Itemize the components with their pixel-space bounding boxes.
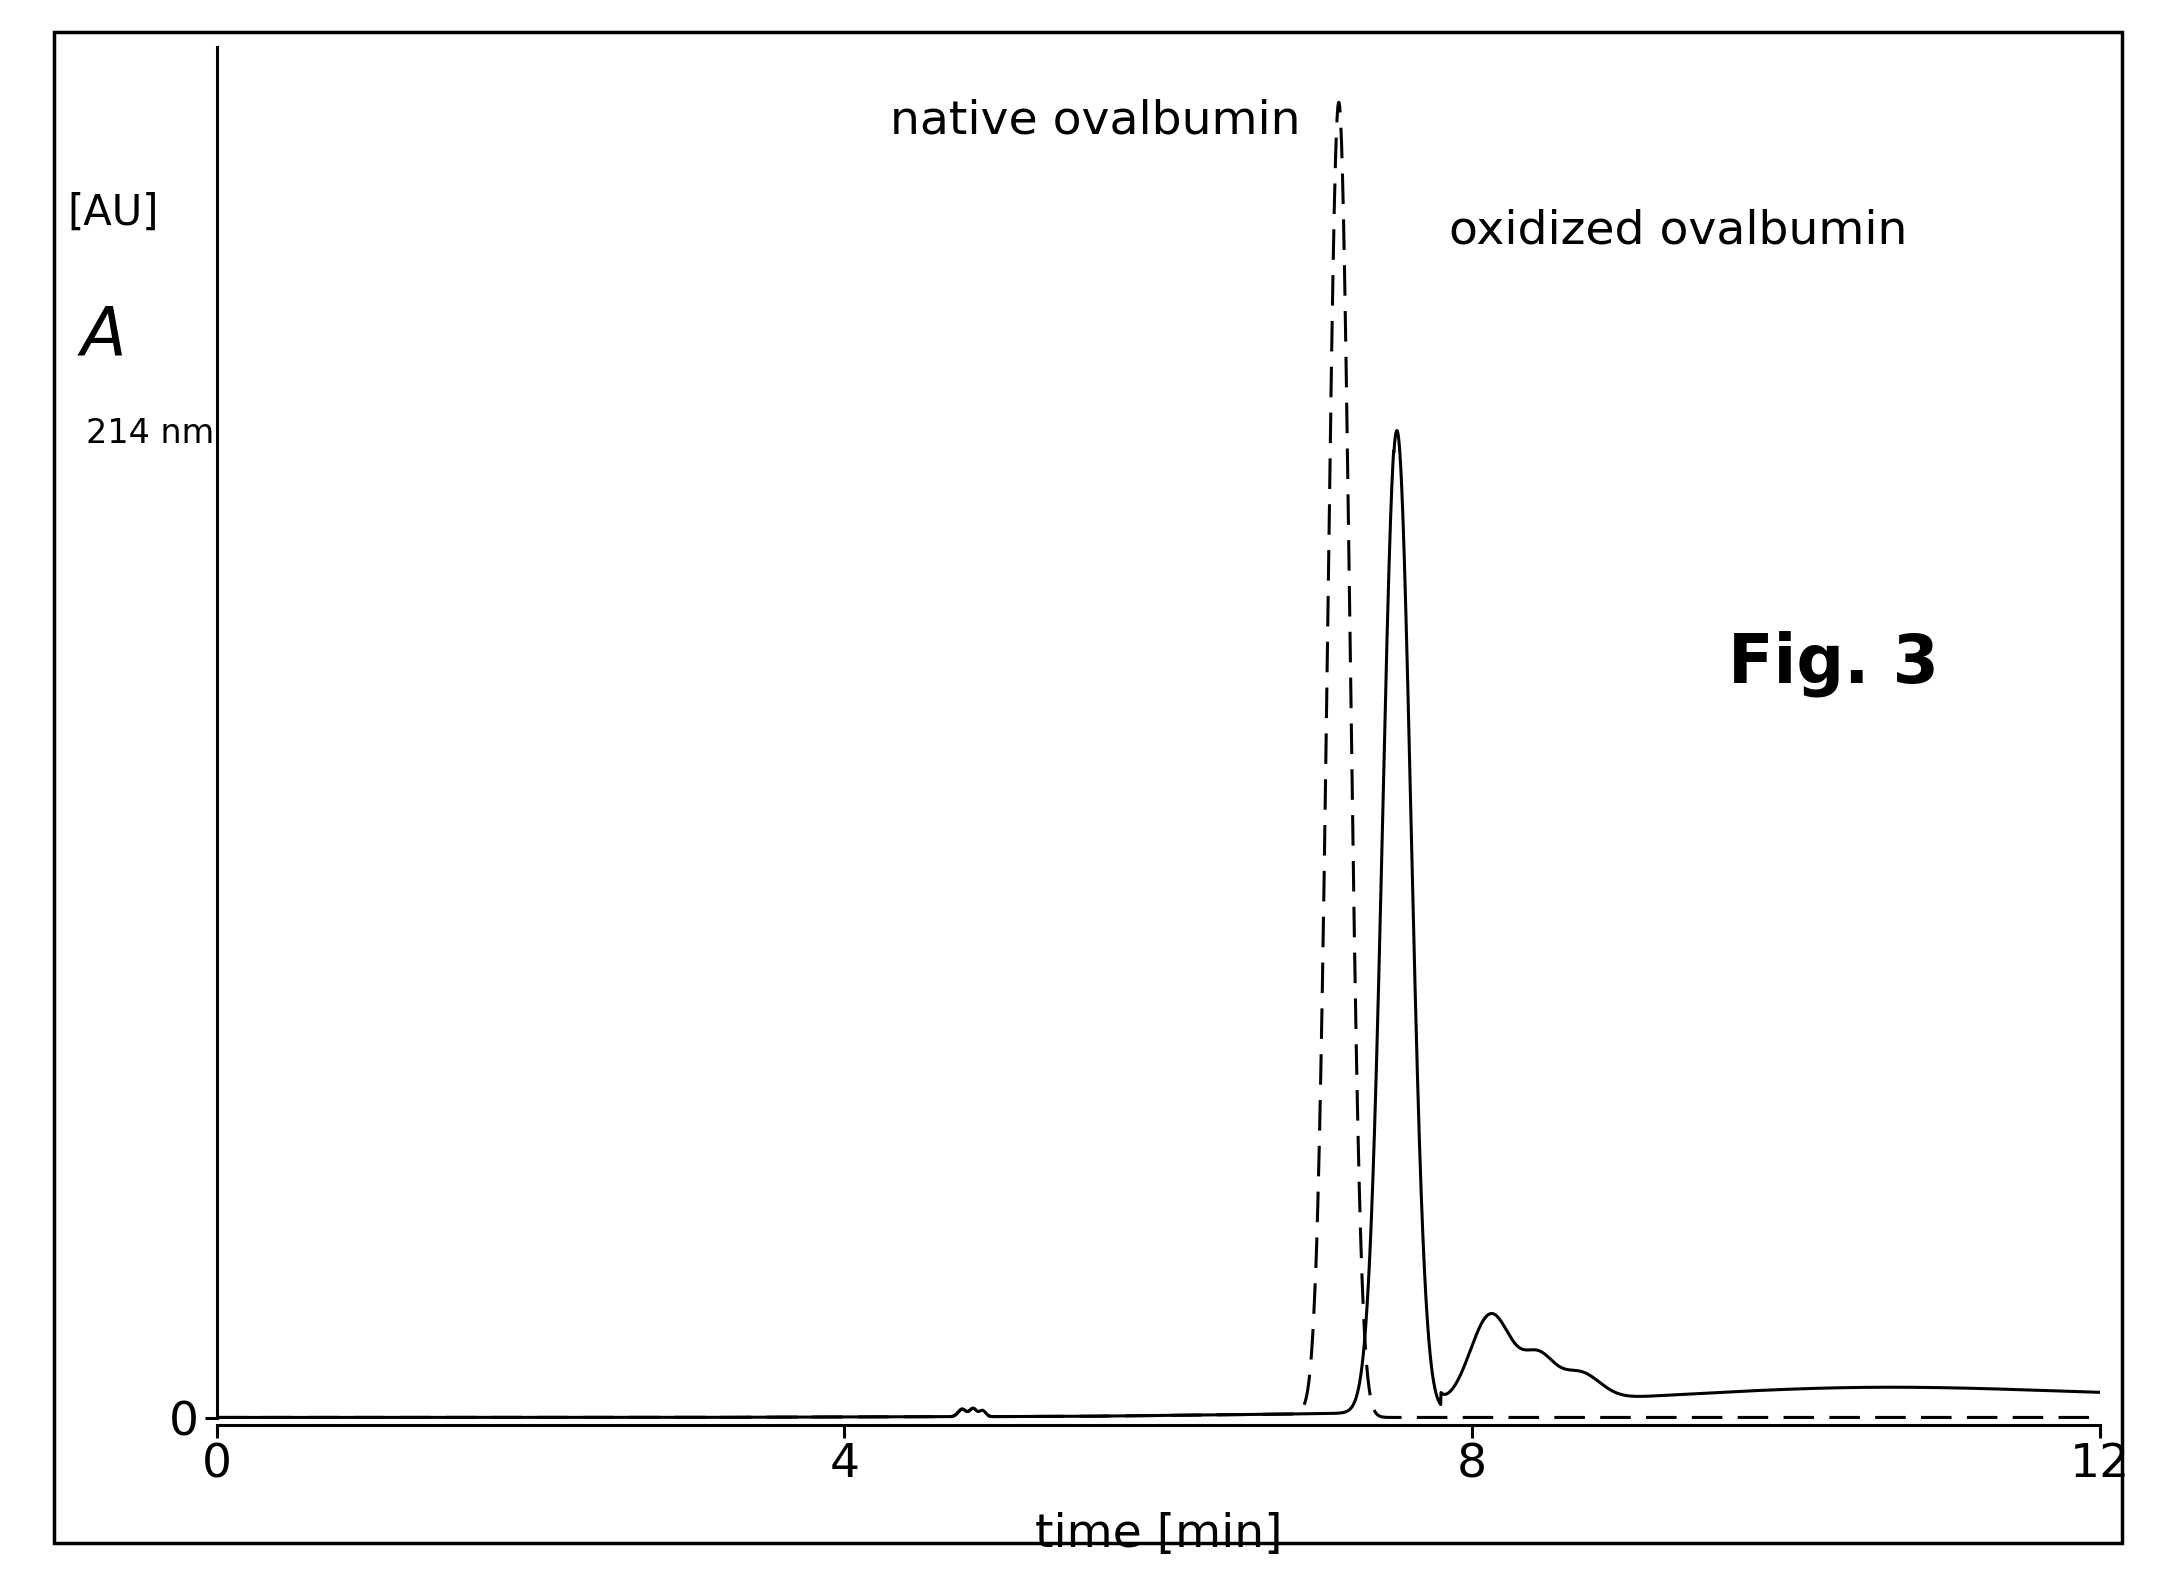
X-axis label: time [min]: time [min] [1035,1512,1282,1558]
Text: [AU]: [AU] [67,192,158,234]
Text: 214 nm: 214 nm [87,416,214,450]
Text: A: A [80,304,126,370]
Text: oxidized ovalbumin: oxidized ovalbumin [1448,207,1907,253]
Text: Fig. 3: Fig. 3 [1728,632,1938,698]
Text: native ovalbumin: native ovalbumin [890,98,1301,144]
